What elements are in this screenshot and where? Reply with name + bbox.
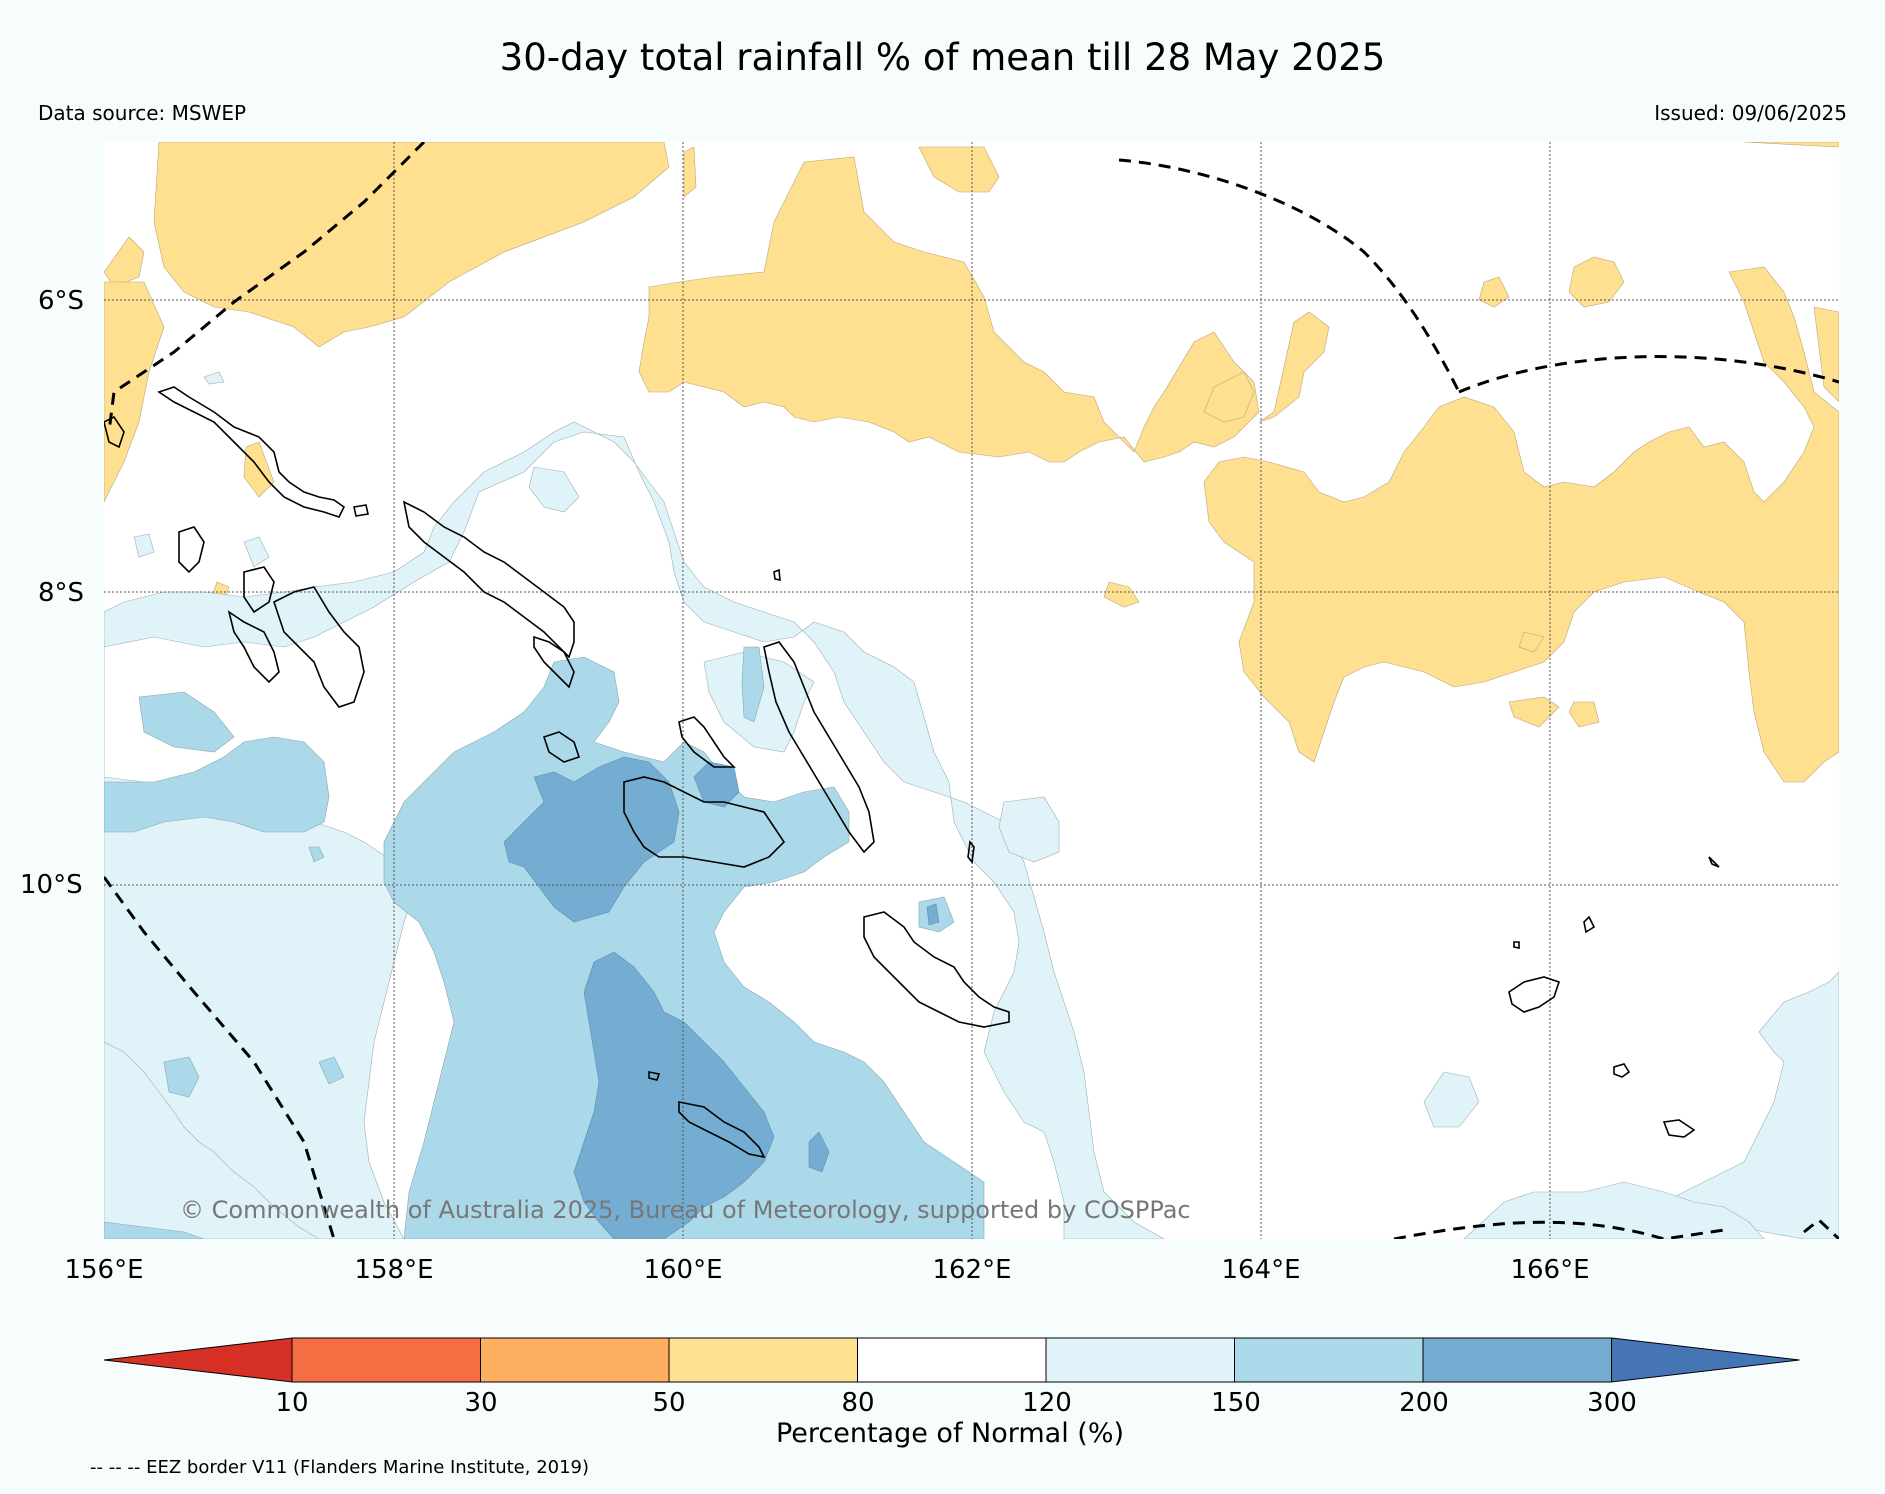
below-normal-regions: [104, 142, 1839, 783]
copyright-notice: © Commonwealth of Australia 2025, Bureau…: [180, 1196, 1191, 1224]
lon-label-166e: 166°E: [1510, 1255, 1590, 1285]
colorbar: [103, 1337, 1800, 1383]
lat-label-8s: 8°S: [38, 578, 85, 608]
colorbar-tick-120: 120: [1022, 1388, 1072, 1418]
island-outlines: [104, 386, 1720, 1159]
colorbar-arrow-low: [103, 1337, 293, 1383]
colorbar-segment: [668, 1337, 858, 1383]
eez-footnote: -- -- -- EEZ border V11 (Flanders Marine…: [90, 1457, 590, 1478]
lon-label-158e: 158°E: [354, 1255, 434, 1285]
data-source-label: Data source: MSWEP: [38, 101, 247, 125]
colorbar-segment: [1234, 1337, 1424, 1383]
colorbar-tick-50: 50: [652, 1388, 686, 1418]
eez-borders: [104, 142, 1839, 1239]
colorbar-segment: [480, 1337, 670, 1383]
rainfall-map: [104, 142, 1839, 1239]
colorbar-tick-150: 150: [1211, 1388, 1261, 1418]
lon-label-162e: 162°E: [932, 1255, 1012, 1285]
lon-label-164e: 164°E: [1221, 1255, 1301, 1285]
colorbar-tick-80: 80: [841, 1388, 875, 1418]
graticule: [104, 142, 1839, 1239]
lat-label-6s: 6°S: [38, 286, 85, 316]
lon-label-160e: 160°E: [643, 1255, 723, 1285]
colorbar-tick-300: 300: [1587, 1388, 1637, 1418]
colorbar-segment: [857, 1337, 1047, 1383]
colorbar-arrow-high: [1611, 1337, 1800, 1383]
above-normal-200-300: [503, 756, 940, 1239]
colorbar-segment: [291, 1337, 481, 1383]
lat-label-10s: 10°S: [20, 870, 83, 900]
colorbar-segment: [1045, 1337, 1235, 1383]
colorbar-segments: [103, 1337, 1800, 1383]
colorbar-tick-10: 10: [275, 1388, 309, 1418]
lon-label-156e: 156°E: [64, 1255, 144, 1285]
map-title: 30-day total rainfall % of mean till 28 …: [499, 36, 1386, 79]
issued-date-label: Issued: 09/06/2025: [1654, 101, 1847, 125]
colorbar-tick-200: 200: [1399, 1388, 1449, 1418]
colorbar-tick-30: 30: [464, 1388, 498, 1418]
above-normal-150-200: [104, 646, 985, 1239]
colorbar-title: Percentage of Normal (%): [775, 1418, 1125, 1449]
colorbar-segment: [1422, 1337, 1612, 1383]
map-canvas: [104, 142, 1839, 1239]
